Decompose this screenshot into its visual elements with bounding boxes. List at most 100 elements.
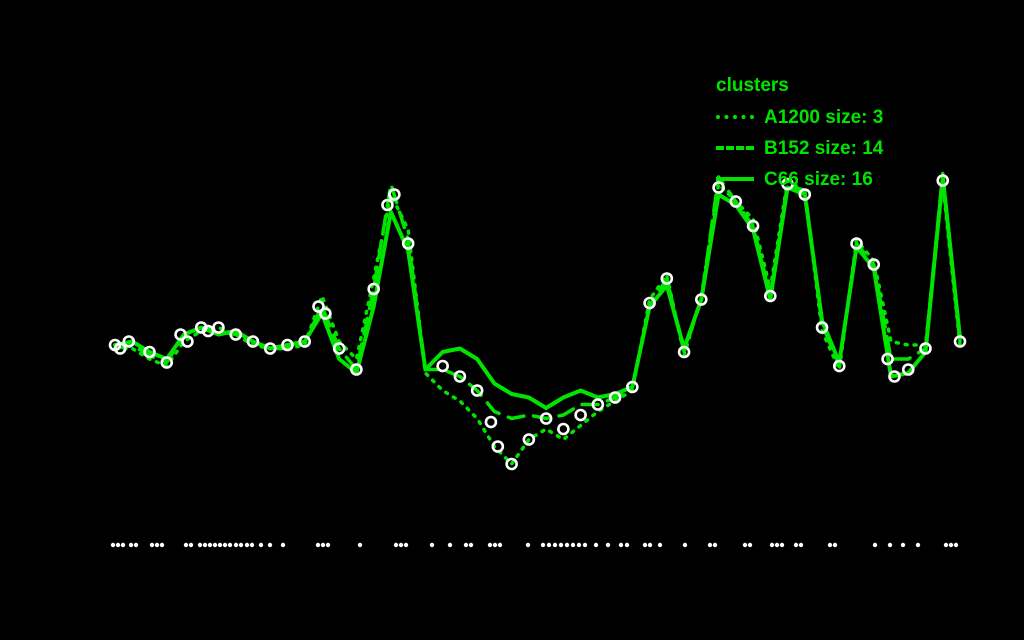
rug-tick (325, 542, 331, 548)
data-point-marker (122, 335, 136, 348)
data-point-marker (591, 398, 605, 411)
rug-tick (227, 542, 233, 548)
rug-tick (576, 542, 582, 548)
point-markers (108, 174, 967, 471)
data-point-marker (174, 328, 187, 341)
rug-tick (207, 542, 213, 548)
legend-item-c66: C66 size: 16 (716, 169, 883, 189)
rug-tick (525, 542, 531, 548)
data-point-marker (953, 335, 967, 348)
data-point-marker (246, 335, 260, 348)
rug-tick (133, 542, 139, 548)
rug-tick (280, 542, 286, 548)
data-point-marker (367, 282, 380, 296)
rug-tick (948, 542, 954, 548)
rug-tick (642, 542, 648, 548)
rug-tick (827, 542, 833, 548)
series-a1200-line (113, 178, 962, 466)
data-point-marker (113, 342, 127, 355)
data-point-marker (798, 188, 812, 201)
data-point-marker (881, 352, 894, 366)
data-point-marker (332, 342, 346, 355)
rug-tick (582, 542, 588, 548)
series-c66-line (113, 175, 962, 410)
chart-legend: clusters A1200 size: 3 B152 size: 14 C66… (716, 76, 883, 200)
dashed-line-sample (716, 146, 754, 150)
data-point-marker (712, 181, 725, 194)
rug-tick (159, 542, 165, 548)
rug-tick (593, 542, 599, 548)
rug-tick (779, 542, 785, 548)
data-point-marker (539, 412, 553, 425)
data-point-marker (901, 363, 915, 376)
rug-tick (403, 542, 409, 548)
legend-title: clusters (716, 75, 789, 96)
rug-tick (233, 542, 239, 548)
rug-tick (115, 542, 121, 548)
data-point-marker (350, 363, 363, 376)
rug-tick (747, 542, 753, 548)
rug-tick (552, 542, 558, 548)
data-point-marker (388, 188, 401, 201)
rug-tick (267, 542, 273, 548)
data-point-marker (312, 300, 325, 313)
data-point-marker (832, 359, 846, 373)
rug-tick (900, 542, 906, 548)
legend-label-a1200: A1200 size: 3 (764, 106, 884, 128)
rug-tick (546, 542, 552, 548)
rug-tick (110, 542, 116, 548)
data-point-marker (470, 384, 484, 397)
data-point-marker (281, 338, 294, 352)
data-point-marker (643, 296, 656, 310)
data-point-marker (746, 219, 760, 233)
rug-tick (769, 542, 775, 548)
data-point-marker (298, 335, 311, 348)
data-point-marker (919, 342, 932, 355)
rug-tick (793, 542, 799, 548)
data-point-marker (936, 174, 950, 187)
data-point-marker (491, 440, 505, 453)
rug-tick (798, 542, 804, 548)
rug-tick (774, 542, 780, 548)
rug-tick (238, 542, 244, 548)
rug-tick (915, 542, 921, 548)
data-point-marker (626, 380, 639, 394)
legend-item-a1200: A1200 size: 3 (716, 107, 883, 127)
rug-tick (212, 542, 218, 548)
rug-tick (872, 542, 878, 548)
rug-tick (540, 542, 546, 548)
data-point-marker (850, 237, 863, 250)
rug-tick (429, 542, 435, 548)
rug-tick (202, 542, 208, 548)
rug-tick (188, 542, 194, 548)
rug-tick (707, 542, 713, 548)
data-point-marker (557, 422, 570, 436)
solid-line-sample (716, 177, 754, 181)
rug-tick (605, 542, 611, 548)
rug-tick (222, 542, 228, 548)
data-point-marker (436, 359, 449, 373)
data-point-marker (695, 293, 708, 306)
data-point-marker (815, 321, 829, 334)
data-point-marker (181, 335, 194, 348)
rug-tick (463, 542, 469, 548)
rug-tick (564, 542, 570, 548)
data-point-marker (764, 289, 777, 303)
data-point-marker (143, 345, 156, 359)
rug-tick (647, 542, 653, 548)
rug-tick (120, 542, 126, 548)
rug-tick (183, 542, 189, 548)
rug-tick (398, 542, 404, 548)
data-point-marker (401, 237, 415, 250)
data-point-marker (212, 321, 225, 334)
data-point-marker (781, 177, 794, 191)
data-point-marker (729, 195, 743, 208)
rug-tick (953, 542, 959, 548)
data-point-marker (453, 370, 467, 383)
rug-tick (244, 542, 250, 548)
data-point-marker (522, 433, 536, 446)
rug-tick (492, 542, 498, 548)
data-point-marker (201, 324, 215, 338)
